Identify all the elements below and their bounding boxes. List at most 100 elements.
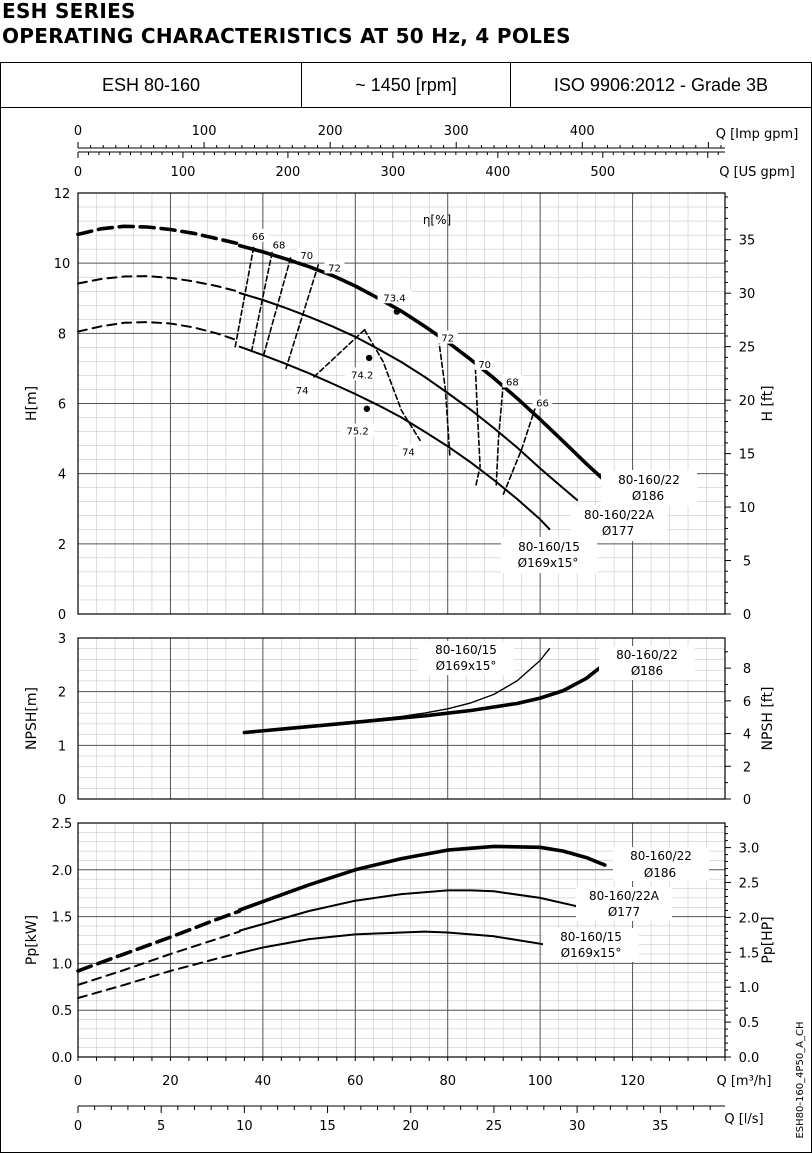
iso-efficiency-line [285, 264, 320, 370]
chart-subtitle: OPERATING CHARACTERISTICS AT 50 Hz, 4 PO… [2, 24, 571, 48]
head-y-tick-label: 8 [58, 327, 66, 342]
drawing-code: ESH80-160_4P50_A_CH [795, 1021, 806, 1138]
efficiency-label: η[%] [423, 213, 451, 227]
head-y-axis-label-right: H [ft] [760, 385, 776, 421]
head-plot-frame [77, 192, 726, 615]
iso-efficiency-line [502, 406, 537, 496]
head-y-tick-label: 2 [58, 538, 66, 553]
head-y-tick-label: 0 [58, 608, 66, 623]
iso-efficiency-line [363, 329, 421, 442]
m3h-tick-label: 60 [347, 1074, 364, 1089]
iso-efficiency-line [234, 246, 255, 349]
power-hp-tick-label: 0.5 [739, 1016, 760, 1031]
power-y-tick-label: 1.5 [52, 911, 73, 926]
us-gpm-axis-label: Q [US gpm] [719, 165, 795, 180]
series-title: ESH SERIES [2, 0, 136, 23]
head-curve-1 [238, 292, 579, 501]
curve-label-model: 80-160/22 [616, 648, 678, 662]
power-y-tick-label: 0.5 [52, 1004, 73, 1019]
curve-label-diameter: Ø186 [631, 664, 663, 678]
npsh-curve-1 [354, 648, 551, 723]
head-ft-tick-label: 25 [739, 341, 756, 356]
standard-label: ISO 9906:2012 - Grade 3B [553, 74, 769, 95]
curve-label-diameter: Ø186 [632, 489, 664, 503]
efficiency-value-label: 70 [478, 360, 491, 371]
curve-label-model: 80-160/15 [560, 930, 622, 944]
efficiency-label-bg [269, 237, 290, 251]
curve-label-model: 80-160/22 [618, 473, 680, 487]
efficiency-value-label: 68 [506, 377, 519, 388]
curve-label-diameter: Ø169x15° [561, 946, 622, 960]
curve-label-bg [543, 928, 639, 962]
efficiency-label-bg [437, 330, 458, 344]
head-ft-tick-label: 20 [739, 394, 756, 409]
us-gpm-tick-label: 500 [590, 165, 615, 180]
us-gpm-tick-label: 300 [380, 165, 405, 180]
curve-label-diameter: Ø177 [602, 524, 634, 538]
head-ft-tick-label: 5 [743, 555, 751, 570]
curve-label-diameter: Ø169x15° [518, 556, 579, 570]
efficiency-value-label: 68 [273, 241, 286, 252]
ls-tick-label: 5 [157, 1119, 165, 1134]
iso-efficiency-line [250, 251, 273, 354]
power-curve-0 [237, 844, 607, 912]
imp-gpm-tick-label: 0 [74, 124, 82, 139]
efficiency-value-label: 70 [300, 251, 313, 262]
head-ft-tick-label: 15 [739, 448, 756, 463]
m3h-tick-label: 100 [528, 1074, 553, 1089]
power-curve-2 [238, 930, 551, 955]
curve-label-diameter: Ø177 [608, 905, 640, 919]
power-hp-tick-label: 1.5 [739, 946, 760, 961]
curve-label-model: 80-160/22A [584, 508, 655, 522]
efficiency-value-label: 74.2 [351, 370, 373, 381]
head-curve-dashed-1 [77, 275, 241, 293]
power-y-tick-label: 1.0 [52, 957, 73, 972]
head-y-axis-label: H[m] [24, 386, 40, 421]
power-y-tick-label: 2.5 [52, 817, 73, 832]
power-hp-tick-label: 3.0 [739, 842, 760, 857]
imp-gpm-axis-label: Q [Imp gpm] [716, 127, 799, 142]
curve-label-diameter: Ø186 [644, 866, 676, 880]
efficiency-label-bg [532, 395, 553, 409]
head-curve-0 [237, 243, 607, 483]
power-curve-dashed-2 [77, 952, 241, 999]
head-curve-dashed-0 [76, 224, 242, 246]
efficiency-value-label: 72 [441, 334, 454, 345]
npsh-curve-0 [242, 662, 607, 735]
head-ft-tick-label: 30 [739, 287, 756, 302]
ls-tick-label: 15 [319, 1119, 336, 1134]
efficiency-label-bg [398, 444, 419, 458]
npsh-y-tick-label: 2 [58, 686, 66, 701]
power-curve-1 [238, 889, 579, 932]
efficiency-label-bg [502, 374, 523, 388]
iso-efficiency-line [312, 329, 366, 378]
bep-marker [365, 354, 373, 362]
curve-label-bg [501, 537, 597, 573]
iso-efficiency-line [495, 383, 504, 487]
power-y-axis-label-right: Pp[HP] [760, 916, 776, 963]
npsh-y-axis-label-right: NPSH [ft] [760, 687, 776, 751]
m3h-tick-label: 80 [439, 1074, 456, 1089]
efficiency-value-label: 66 [536, 399, 549, 410]
efficiency-value-label: 72 [328, 263, 341, 274]
m3h-axis-label: Q [m³/h] [716, 1074, 771, 1089]
npsh-ft-tick-label: 8 [743, 662, 751, 677]
head-curve-dashed-2 [77, 321, 241, 343]
iso-efficiency-line [262, 257, 292, 359]
head-y-tick-label: 4 [58, 468, 66, 483]
iso-efficiency-line [437, 337, 451, 459]
m3h-tick-label: 0 [74, 1074, 82, 1089]
efficiency-label-bg [292, 383, 313, 397]
efficiency-label-bg [324, 260, 345, 274]
npsh-ft-tick-label: 6 [743, 695, 751, 710]
imp-gpm-tick-label: 400 [570, 124, 595, 139]
efficiency-value-label: 66 [252, 232, 265, 243]
efficiency-value-label: 74 [296, 386, 309, 397]
ls-tick-label: 10 [236, 1119, 253, 1134]
npsh-y-tick-label: 0 [58, 793, 66, 808]
ls-tick-label: 20 [402, 1119, 419, 1134]
npsh-plot-frame [77, 637, 726, 800]
ls-tick-label: 35 [652, 1119, 669, 1134]
curve-label-bg [613, 847, 709, 881]
